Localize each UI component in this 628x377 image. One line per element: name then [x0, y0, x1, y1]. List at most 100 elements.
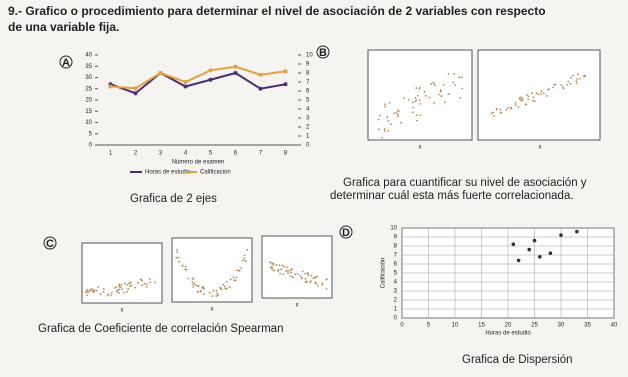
y2-tick-label: 3 [306, 116, 310, 122]
dot [275, 263, 278, 266]
dot [154, 281, 157, 284]
y-tick-label: 0 [89, 143, 93, 149]
dot [272, 262, 275, 265]
y2-tick-label: 4 [306, 107, 310, 113]
option-letter: C [46, 238, 54, 250]
dot [575, 82, 578, 85]
dot [412, 111, 414, 114]
dot [325, 287, 328, 290]
y-tick-label: 9 [394, 235, 398, 241]
y-tick-label: 7 [394, 253, 398, 259]
y-tick-label: 6 [394, 262, 398, 268]
series-line [110, 71, 286, 95]
dot [238, 270, 241, 272]
x-tick-label: 6 [234, 151, 238, 157]
dot [424, 94, 427, 97]
y-tick-label: 15 [85, 109, 92, 115]
dot [215, 295, 218, 297]
dot [415, 114, 418, 117]
dot [416, 119, 418, 122]
dot [280, 268, 283, 271]
axis-label: x [419, 145, 422, 151]
dot [242, 259, 244, 262]
dot [433, 102, 436, 104]
dot [439, 89, 442, 91]
x-tick-label: 1 [109, 151, 113, 157]
point [538, 254, 542, 259]
dot [244, 260, 247, 263]
dot [271, 267, 273, 270]
dot [124, 282, 126, 285]
y-tick-label: 1 [394, 307, 398, 313]
dot [290, 271, 292, 274]
axis-label: x [539, 145, 542, 151]
dot [393, 112, 395, 115]
dot [102, 290, 105, 293]
dot [107, 293, 110, 296]
dot [567, 80, 570, 83]
dot [312, 277, 315, 280]
dot [234, 279, 237, 282]
dot [301, 270, 304, 273]
dot [110, 294, 112, 297]
dot [146, 283, 148, 286]
y-tick-label: 20 [85, 98, 92, 104]
dot [228, 286, 231, 289]
series-line [110, 65, 286, 90]
x-tick-label: 35 [584, 323, 591, 329]
caption: Grafica de 2 ejes [130, 193, 217, 205]
dot [86, 289, 88, 291]
dot [178, 261, 181, 263]
dot [269, 261, 272, 263]
point [183, 80, 188, 84]
dot [527, 98, 530, 101]
point [532, 238, 537, 243]
dot [220, 288, 223, 291]
x-tick-label: 40 [611, 323, 618, 329]
dot [447, 73, 450, 76]
dot [145, 285, 148, 288]
x-axis-label: Horas de estudio [485, 331, 531, 337]
dot [552, 86, 555, 89]
dot [127, 282, 130, 285]
point [133, 86, 138, 91]
dot [314, 281, 317, 284]
y2-tick-label: 0 [306, 143, 310, 149]
dot [115, 290, 118, 293]
point [516, 258, 521, 263]
mini-chart [171, 237, 253, 303]
point [133, 91, 138, 96]
dot [191, 280, 194, 283]
dot [418, 87, 421, 90]
option-badge [316, 45, 330, 59]
dot [532, 96, 535, 99]
dot [141, 284, 144, 287]
dot [235, 276, 238, 279]
dot [299, 274, 302, 277]
dot [386, 116, 389, 118]
dot [281, 264, 284, 267]
option-letter: B [319, 47, 327, 59]
mini-chart [261, 235, 333, 299]
dot [203, 288, 205, 290]
dot [243, 257, 246, 260]
dot [384, 103, 386, 106]
y2-tick-label: 10 [306, 53, 313, 59]
dot [383, 128, 386, 130]
x-tick-label: 2 [134, 151, 138, 157]
dot [176, 251, 179, 253]
dot [430, 83, 432, 86]
dot [387, 120, 390, 122]
point [258, 86, 263, 91]
dot [296, 272, 299, 275]
dot [432, 81, 435, 84]
dot [285, 270, 288, 273]
dot [438, 93, 440, 96]
caption: Grafica de Dispersión [462, 354, 573, 366]
option-letter: A [62, 57, 70, 69]
dot [562, 87, 565, 90]
dot [545, 95, 548, 97]
dot [459, 96, 462, 99]
dot [576, 78, 579, 81]
